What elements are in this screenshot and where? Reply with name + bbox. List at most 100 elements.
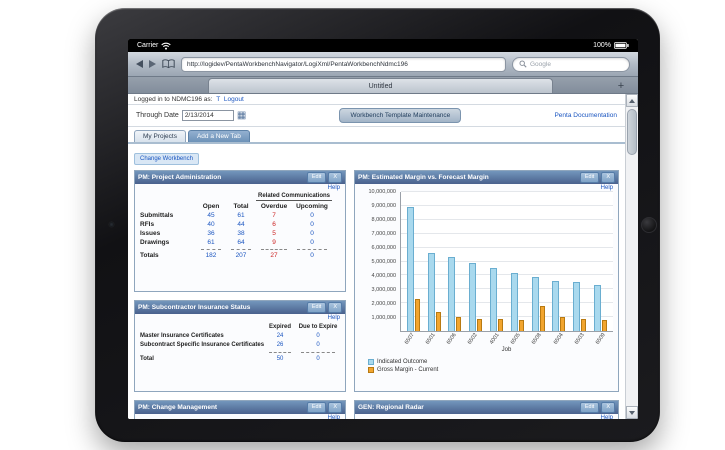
y-tick-label: 1,000,000 [371,315,396,321]
calendar-icon[interactable]: ▦ [236,109,247,121]
panel-title: GEN: Regional Radar [358,404,424,411]
y-tick-label: 9,000,000 [371,203,396,209]
cell-due[interactable]: 0 [316,342,320,348]
help-link[interactable]: Help [600,185,613,191]
panel-body: Help [135,414,345,419]
cell-upcoming[interactable]: 0 [310,239,314,246]
bar-indicated-outcome [490,268,498,331]
cell-overdue[interactable]: 5 [272,230,276,237]
help-link[interactable]: Help [600,415,613,419]
edit-button[interactable]: Edit [306,302,327,313]
cell-upcoming[interactable]: 0 [310,230,314,237]
x-tick-label: 6508 [531,332,544,346]
page-content: Logged in to NDMC196 as: T Logout Throug… [128,94,638,419]
address-bar[interactable]: http://logidev/PentaWorkbenchNavigator/L… [181,56,506,72]
change-workbench-row: Change Workbench [128,144,625,168]
through-date-input[interactable] [181,110,234,121]
cell-due[interactable]: 0 [316,333,320,339]
cell-expired[interactable]: 26 [276,342,284,348]
totals-upcoming[interactable]: 0 [310,252,314,259]
gridline [401,316,613,318]
gridline [401,204,613,206]
bookmarks-icon[interactable] [162,59,175,69]
change-workbench-button[interactable]: Change Workbench [134,153,199,165]
insurance-table: Expired Due to Expire Master Insurance C… [140,324,340,362]
cell-open[interactable]: 36 [207,230,215,237]
scroll-down-button[interactable] [626,406,638,419]
help-link[interactable]: Help [327,415,340,419]
row-label: RFIs [140,221,155,228]
gridline [401,218,613,220]
wifi-icon [161,42,172,50]
totals-total[interactable]: 207 [235,252,247,259]
cell-overdue[interactable]: 7 [272,212,276,219]
search-input[interactable] [530,60,610,68]
cell-total[interactable]: 44 [237,221,245,228]
cell-open[interactable]: 45 [207,212,215,219]
panel-body: Help Related Communications Open Total O… [135,184,345,291]
bar-group [531,192,545,331]
user-link[interactable]: T [216,96,221,103]
cell-total[interactable]: 38 [237,230,245,237]
new-tab-button[interactable]: + [617,79,625,92]
logout-link[interactable]: Logout [223,96,244,103]
workbench-template-maintenance-button[interactable]: Workbench Template Maintenance [339,108,462,123]
scrollbar[interactable] [625,94,638,419]
close-button[interactable]: X [601,402,615,413]
edit-button[interactable]: Edit [579,172,600,183]
close-button[interactable]: X [601,172,615,183]
totals-separator [261,248,287,250]
tablet-frame: Carrier 100% [95,8,660,442]
total-due[interactable]: 0 [316,356,320,362]
login-text: Logged in to NDMC196 as: [134,96,213,103]
home-button[interactable] [641,217,657,233]
totals-overdue[interactable]: 27 [270,252,278,259]
penta-documentation-link[interactable]: Penta Documentation [554,112,617,119]
cell-total[interactable]: 61 [237,212,245,219]
edit-button[interactable]: Edit [579,402,600,413]
bar-gross-margin [477,318,483,331]
panel-project-administration: PM: Project Administration Edit X Help R… [134,170,346,292]
panel-regional-radar: GEN: Regional Radar Edit X Help [354,400,619,419]
cell-expired[interactable]: 24 [276,333,284,339]
close-button[interactable]: X [328,402,342,413]
gridline [401,191,613,192]
tab-my-projects[interactable]: My Projects [134,130,186,142]
tab-add-a-new-tab[interactable]: Add a New Tab [187,130,250,142]
cell-overdue[interactable]: 6 [272,221,276,228]
search-icon [519,60,527,68]
close-button[interactable]: X [328,302,342,313]
cell-overdue[interactable]: 9 [272,239,276,246]
bar-group [469,192,483,331]
back-button[interactable] [136,60,143,68]
forward-button[interactable] [149,60,156,68]
totals-open[interactable]: 182 [205,252,217,259]
bar-chart: 1,000,000 2,000,000 3,000,000 4,000,000 5,00… [360,189,613,332]
scroll-up-button[interactable] [626,94,638,107]
bar-indicated-outcome [406,207,414,331]
browser-tab[interactable]: Untitled [208,78,553,93]
scrollbar-thumb[interactable] [627,109,637,155]
help-link[interactable]: Help [327,185,340,191]
close-button[interactable]: X [328,172,342,183]
cell-total[interactable]: 64 [237,239,245,246]
bar-gross-margin [498,318,504,331]
total-expired[interactable]: 50 [276,356,284,362]
project-admin-table: Related Communications Open Total Overdu… [140,193,340,259]
x-tick-label: 6505 [509,332,522,346]
edit-button[interactable]: Edit [306,172,327,183]
cell-open[interactable]: 40 [207,221,215,228]
edit-button[interactable]: Edit [306,402,327,413]
bar-gross-margin [602,319,608,331]
x-tick-label: 6506 [445,332,458,346]
bar-gross-margin [560,317,566,331]
y-tick-label: 6,000,000 [371,245,396,251]
cell-upcoming[interactable]: 0 [310,212,314,219]
browser-tab-title: Untitled [368,82,393,90]
help-link[interactable]: Help [327,315,340,321]
bar-group [490,192,504,331]
cell-open[interactable]: 61 [207,239,215,246]
search-field[interactable] [512,56,630,72]
cell-upcoming[interactable]: 0 [310,221,314,228]
url-text: http://logidev/PentaWorkbenchNavigator/L… [187,60,408,68]
